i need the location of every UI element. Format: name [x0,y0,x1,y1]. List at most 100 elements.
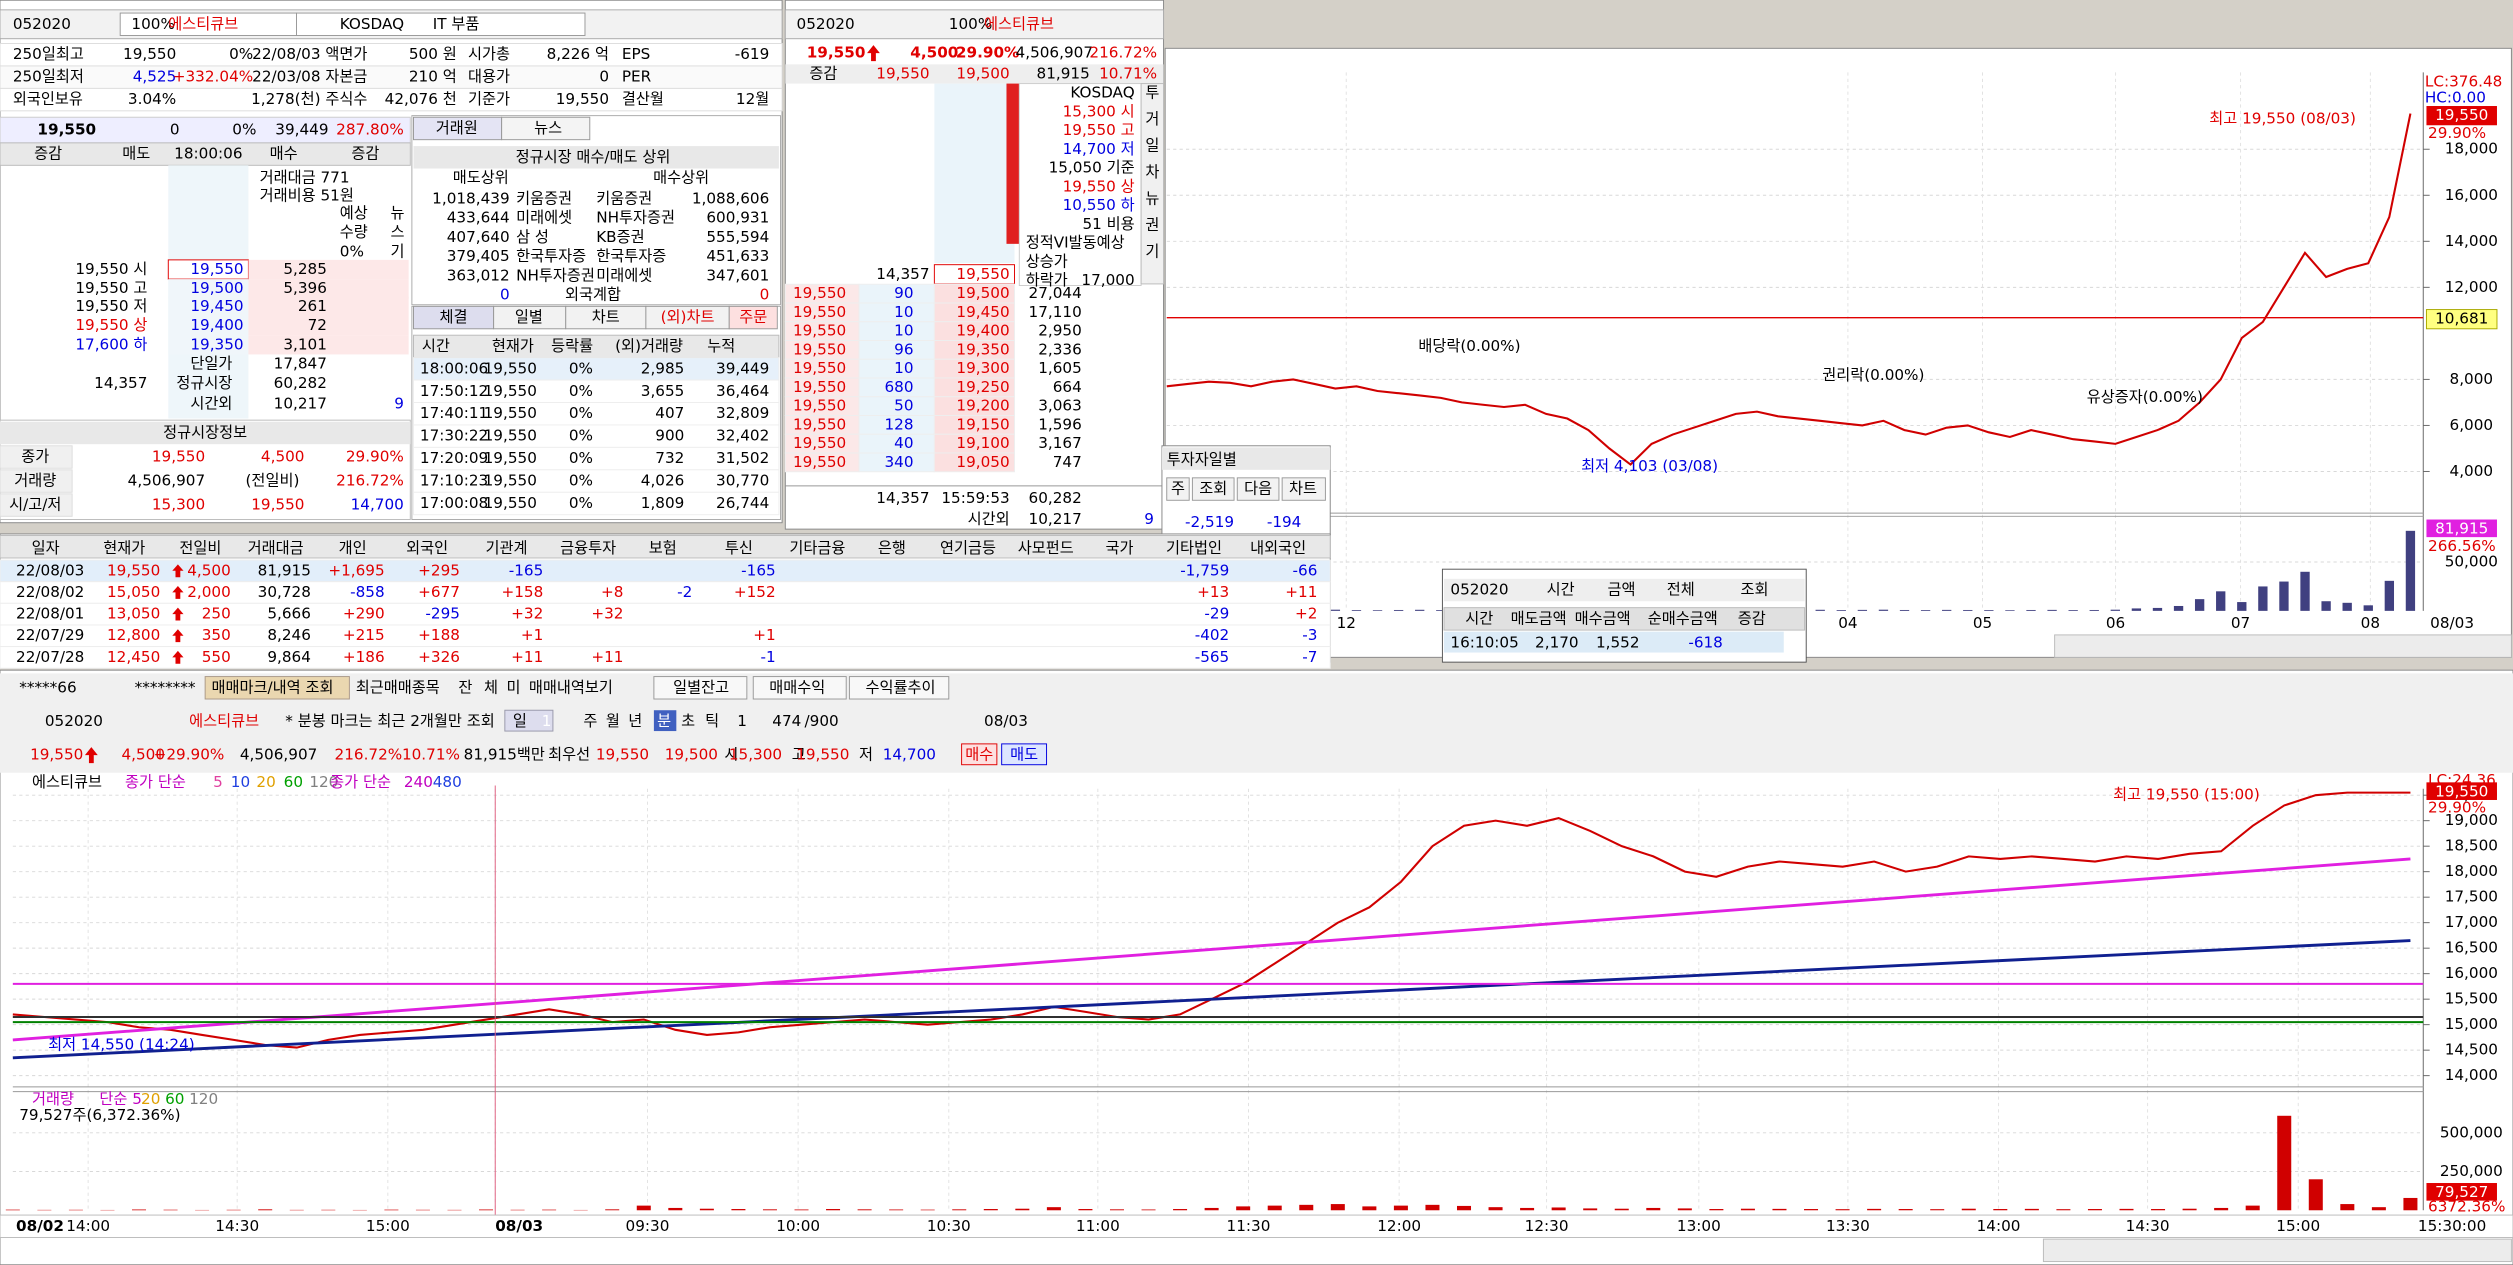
label: 19,550 [484,449,537,467]
label: +2 [1295,605,1317,623]
label: +11 [511,648,543,666]
volume-bar [1330,609,1341,611]
label: 10 [894,322,913,340]
control: 조회 [1741,581,1769,599]
volume-bar [952,1209,967,1211]
info-cell: 1,278(천) [251,90,320,108]
event-label: 유상증자(0.00%) [2087,388,2203,406]
up-arrow [84,747,98,764]
volume-bar [2005,610,2015,611]
legend-item: 단순 5 [99,1090,142,1108]
row [0,602,1331,626]
table-header [413,146,779,169]
label: 19,550 [190,260,243,278]
volume-bar [1299,1204,1314,1211]
label: 19,050 [956,453,1009,471]
label: 32,809 [716,404,769,422]
label: 22/08/03 [16,561,84,579]
value-box [2426,1183,2497,1201]
y-tick-label: 500,000 [2440,1123,2503,1141]
toolbar-item: 미 [506,678,520,696]
quote: 39,449 [275,121,328,139]
x-tick-label: 10:00 [776,1217,820,1235]
change-arrow [172,650,184,664]
info-cell: 250일최고 [13,45,84,63]
label: 10 [894,359,913,377]
label: 19,550 [484,404,537,422]
button: 다음 [1244,480,1272,498]
label: 4,500 [187,561,231,579]
volume-bar [1899,609,1910,611]
info-cell: 자본금 [325,68,367,86]
label: 19,550 [484,494,537,512]
x-tick-label: 11:00 [1076,1217,1120,1235]
volume-bar [1930,1209,1945,1211]
label: 19,550 [484,427,537,445]
toolbar-item: 수익률추이 [865,678,935,696]
label: 5,285 [283,260,327,278]
toolbar-item: 1 [542,712,552,730]
label: -402 [1195,626,1230,644]
moving-average [12,939,2411,1060]
toolbar-item: 일별잔고 [673,678,729,696]
label: 2,000 [187,583,231,601]
info-cell: +332.04% [173,68,253,86]
change-arrow [172,564,184,578]
button [653,710,677,732]
volume-bar [2068,610,2078,611]
market-info: 정적VI발동예상 [1026,234,1125,252]
x-tick-label: 08/03 [2430,614,2474,632]
toolbar-item: 15,300 [729,746,782,764]
toolbar-item: 08/03 [984,712,1028,730]
volume-bar [542,1209,557,1211]
toolbar-item: 10.71% [402,746,460,764]
table-header [1443,607,1806,631]
button [961,743,998,766]
info-cell: 500 원 [409,45,457,63]
info-cell: 주식수 [325,90,367,108]
x-tick-label: 12:30 [1525,1217,1569,1235]
market-info: 10,550 하 [1063,196,1135,214]
volume-bar [132,1209,147,1211]
column-header: 매수상위 [653,169,709,187]
label: 종가 [21,448,49,466]
legend-item: 240 [404,773,433,791]
label: 0% [569,382,593,400]
tab: 차트 [592,308,620,326]
label: 30,728 [258,583,311,601]
y-tick-label: 16,000 [2445,186,2498,204]
label: 미래에셋 [516,209,572,227]
y-tick-label: 18,000 [2445,862,2498,880]
volume-bar [1488,1207,1503,1211]
volume-bar [1236,1206,1251,1211]
label: 19,500 [956,284,1009,302]
toolbar-item: 에스티큐브 [189,712,259,730]
label: 29.90% [346,448,404,466]
quote: 0% [232,121,256,139]
vertical-tab: 스 [390,223,404,241]
header-field: 에스티큐브 [984,15,1054,33]
control: 금액 [1607,581,1635,599]
volume-bar [1815,609,1825,611]
label: 19,550 [152,448,205,466]
volume-bar [1267,1205,1282,1211]
label: -1,759 [1180,561,1229,579]
legend-item: 거래량 [32,1090,74,1108]
label: +1,695 [328,561,384,579]
label: +326 [418,648,460,666]
label: 261 [298,297,327,315]
label: 19,550 [793,340,846,358]
book-info: 거래비용 51원 [260,186,354,204]
button [752,676,847,700]
label: -1 [761,648,776,666]
toolbar-item: 매수 [965,746,993,764]
toolbar-item: 19,550 [30,746,83,764]
button: 조회 [1199,480,1227,498]
toolbar-item: 19,550 [796,746,849,764]
annotation: 최고 19,550 (08/03) [2209,109,2356,127]
book-foot: 정규시장 [176,374,232,392]
label: 22/08/02 [16,583,84,601]
toolbar [1444,578,1805,602]
row-label [0,445,73,469]
label: +1 [521,626,543,644]
